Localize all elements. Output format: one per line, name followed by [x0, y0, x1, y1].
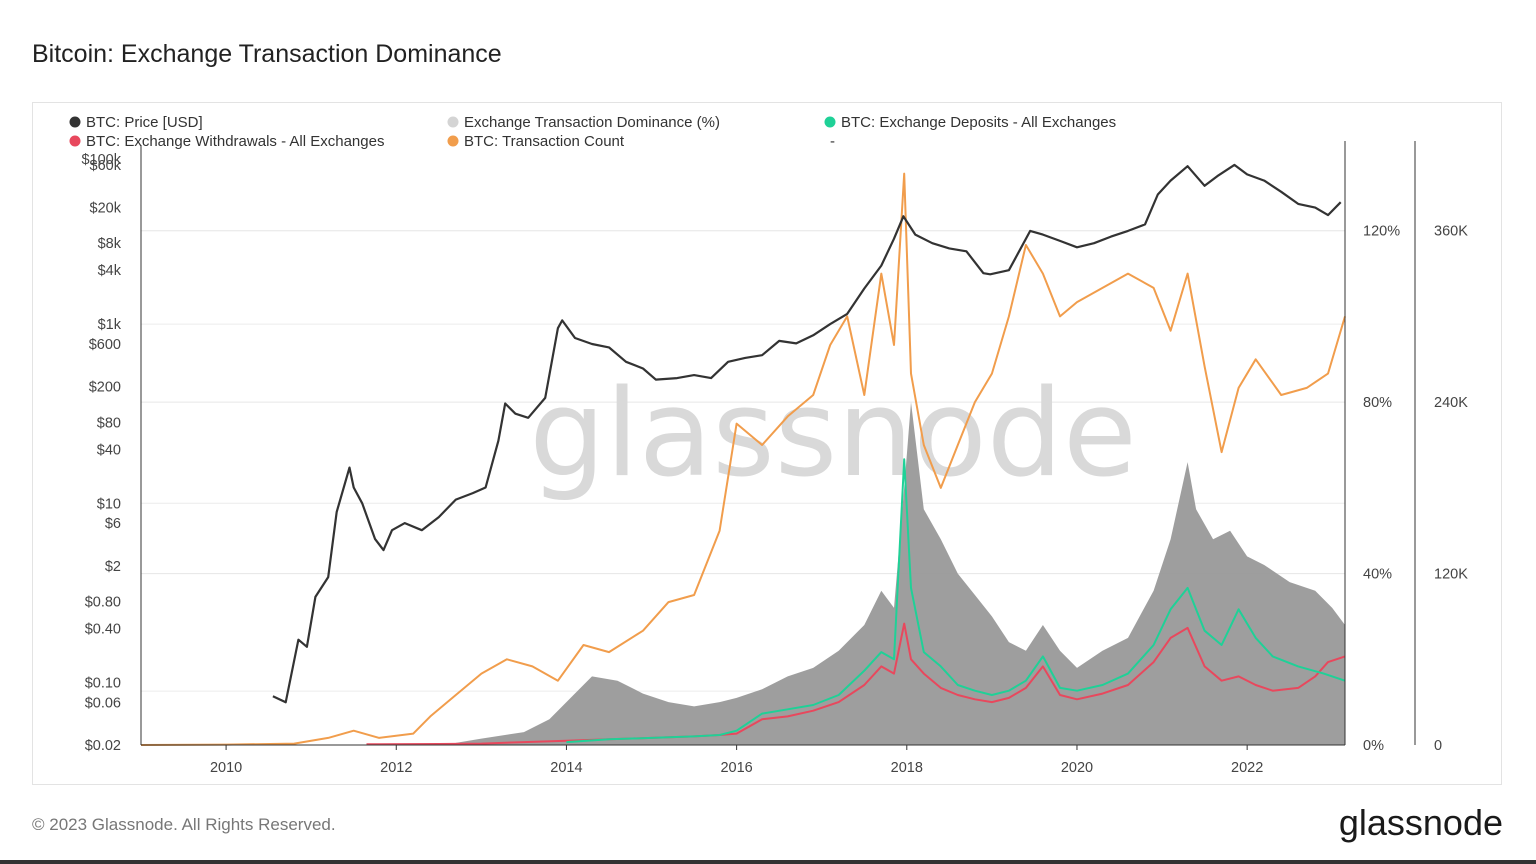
y-left-tick-label: $100k: [81, 152, 121, 168]
legend-item-label: -: [830, 133, 835, 150]
y-right-pct-tick-label: 40%: [1363, 567, 1392, 583]
glassnode-logo[interactable]: glassnode: [1338, 802, 1503, 843]
series-dominance-area: [455, 402, 1345, 745]
x-tick-label: 2012: [380, 760, 412, 776]
y-left-tick-label: $60k: [90, 158, 122, 174]
legend-item-label: BTC: Exchange Deposits - All Exchanges: [841, 114, 1116, 131]
y-right-pct-tick-label: 0%: [1363, 738, 1384, 754]
chart-frame: glassnode $100k $60k $20k $8k $4k $1k $600 $200 $…: [32, 102, 1502, 785]
y-left-tick-label: $4k: [98, 263, 122, 279]
y-left-tick-label: $10: [97, 496, 121, 512]
chart[interactable]: glassnode $100k$60k $20k $8k $4k $1k $600 $200 $…: [33, 103, 1503, 786]
y-left-tick-label: $40: [97, 442, 121, 458]
legend-item-label: BTC: Transaction Count: [464, 133, 625, 150]
y-left-tick-label: $1k: [98, 317, 122, 333]
y-left-tick-label: $8k: [98, 236, 122, 252]
footer-copyright: © 2023 Glassnode. All Rights Reserved.: [32, 815, 336, 834]
legend-item-label: Exchange Transaction Dominance (%): [464, 114, 720, 131]
y-right-pct-tick-label: 120%: [1363, 224, 1400, 240]
y-left-tick-label: $6: [105, 516, 121, 532]
legend-dot: [69, 116, 81, 128]
y-left-tick-label: $600: [89, 337, 121, 353]
y-right-count-tick-label: 0: [1434, 738, 1442, 754]
legend-dot: [447, 116, 459, 128]
y-right-count-tick-label: 120K: [1434, 567, 1468, 583]
y-right-count-tick-label: 360K: [1434, 224, 1468, 240]
watermark: glassnode: [529, 365, 1137, 504]
legend-dot: [824, 116, 836, 128]
legend-dot: [69, 135, 81, 147]
y-left-tick-label: $80: [97, 415, 121, 431]
x-tick-label: 2018: [891, 760, 923, 776]
bottom-rule: [0, 860, 1536, 864]
x-tick-label: 2014: [550, 760, 582, 776]
y-left-tick-label: $20k: [90, 201, 122, 217]
series-price-line: [272, 163, 1342, 704]
series-tx-count-line: [140, 172, 1346, 746]
y-left-tick-label: $0.40: [85, 621, 121, 637]
y-right-count-tick-label: 240K: [1434, 395, 1468, 411]
legend-item-label: BTC: Price [USD]: [86, 114, 203, 131]
y-left-tick-label: $0.80: [85, 595, 121, 611]
y-left-tick-label: $0.02: [85, 738, 121, 754]
x-tick-label: 2010: [210, 760, 242, 776]
y-left-tick-label: $200: [89, 380, 121, 396]
x-tick-label: 2020: [1061, 760, 1093, 776]
y-left-tick-label: $2: [105, 559, 121, 575]
y-left-tick-label: $0.10: [85, 675, 121, 691]
page-title: Bitcoin: Exchange Transaction Dominance: [32, 40, 502, 68]
legend-dot: [447, 135, 459, 147]
y-left-tick-label: $0.06: [85, 695, 121, 711]
x-tick-label: 2022: [1231, 760, 1263, 776]
x-tick-label: 2016: [720, 760, 752, 776]
series-deposits-line: [566, 458, 1346, 744]
y-right-pct-tick-label: 80%: [1363, 395, 1392, 411]
legend-item-label: BTC: Exchange Withdrawals - All Exchange…: [86, 133, 384, 150]
